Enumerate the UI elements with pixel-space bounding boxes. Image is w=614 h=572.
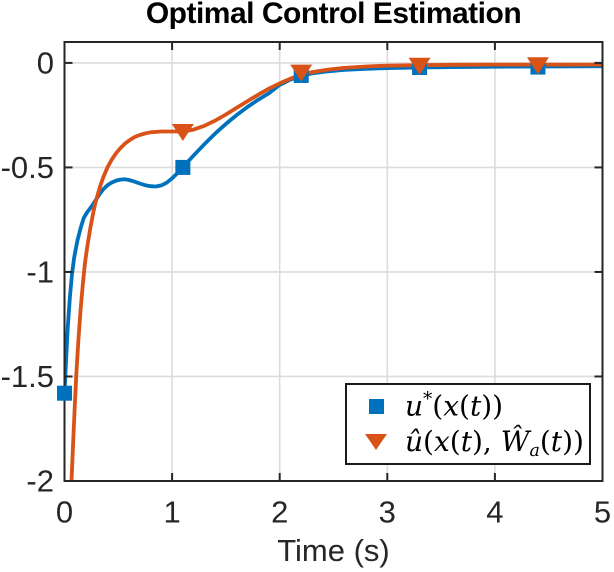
chart-title: Optimal Control Estimation <box>145 0 522 30</box>
x-tick-label: 4 <box>486 495 503 530</box>
legend-label-segment: u <box>405 389 424 423</box>
y-tick-label: -1.5 <box>1 359 54 394</box>
series-1-triangle-marker <box>408 57 431 75</box>
legend-label: u*(x(t)) <box>405 389 504 423</box>
legend-label-segment: Ŵ <box>500 425 530 458</box>
legend-label-segment: ( <box>459 389 470 423</box>
legend-label-segment: * <box>423 389 433 411</box>
legend-label: û(x(t), Ŵa(t)) <box>405 425 584 460</box>
legend-label-segment: )) <box>481 389 504 423</box>
x-tick-label: 0 <box>56 495 73 530</box>
legend-label-segment: ( <box>449 425 461 458</box>
legend-label-segment: t <box>550 425 563 458</box>
legend-label-segment: x <box>443 389 460 423</box>
legend-label-segment: x <box>433 425 450 458</box>
series-1-triangle-marker <box>290 64 313 82</box>
legend-marker-cell <box>347 434 405 450</box>
legend-square-marker-icon <box>368 398 384 414</box>
x-axis-label: Time (s) <box>277 533 390 568</box>
series-line-0 <box>64 64 603 394</box>
x-tick-label: 3 <box>379 495 396 530</box>
legend-label-segment: t <box>469 389 482 423</box>
legend-marker-cell <box>347 398 405 414</box>
series-1-triangle-marker <box>171 123 194 141</box>
legend-label-segment: ( <box>432 389 444 423</box>
legend-label-segment: û <box>405 425 424 458</box>
series-lines <box>64 62 603 481</box>
legend-entry-0: u*(x(t)) <box>347 388 589 424</box>
series-line-1 <box>69 62 603 481</box>
legend-triangle-marker-icon <box>365 434 387 450</box>
x-tick-label: 1 <box>163 495 180 530</box>
legend-label-segment: ( <box>423 425 434 458</box>
series-1-triangle-marker <box>526 57 549 75</box>
legend-entry-1: û(x(t), Ŵa(t)) <box>347 424 589 460</box>
legend-label-segment: t <box>460 425 472 458</box>
x-tick-label: 5 <box>594 495 611 530</box>
y-tick-label: 0 <box>37 45 54 80</box>
legend: u*(x(t)) û(x(t), Ŵa(t)) <box>345 383 591 465</box>
y-tick-label: -0.5 <box>1 150 54 185</box>
series-0-square-marker <box>57 385 72 401</box>
legend-label-segment: )) <box>562 425 584 458</box>
y-tick-label: -1 <box>26 254 54 289</box>
legend-label-segment: ( <box>539 425 551 458</box>
y-tick-label: -2 <box>26 464 54 499</box>
legend-label-segment: a <box>529 440 540 461</box>
axes-box <box>63 41 604 482</box>
x-tick-label: 2 <box>271 495 288 530</box>
legend-label-segment: ), <box>471 425 501 458</box>
series-0-square-marker <box>175 159 191 175</box>
